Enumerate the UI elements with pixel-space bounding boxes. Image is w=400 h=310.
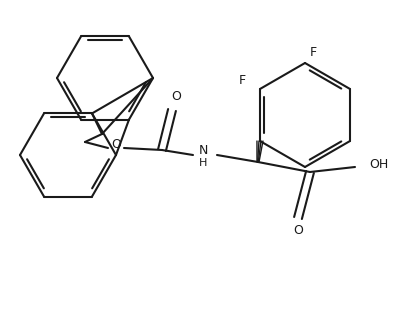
Text: O: O [171,91,181,104]
Text: H: H [199,158,207,168]
Text: F: F [310,46,316,60]
Text: F: F [238,74,246,87]
Text: O: O [293,224,303,237]
Text: N: N [198,144,208,157]
Text: O: O [111,138,121,150]
Text: OH: OH [369,158,388,171]
